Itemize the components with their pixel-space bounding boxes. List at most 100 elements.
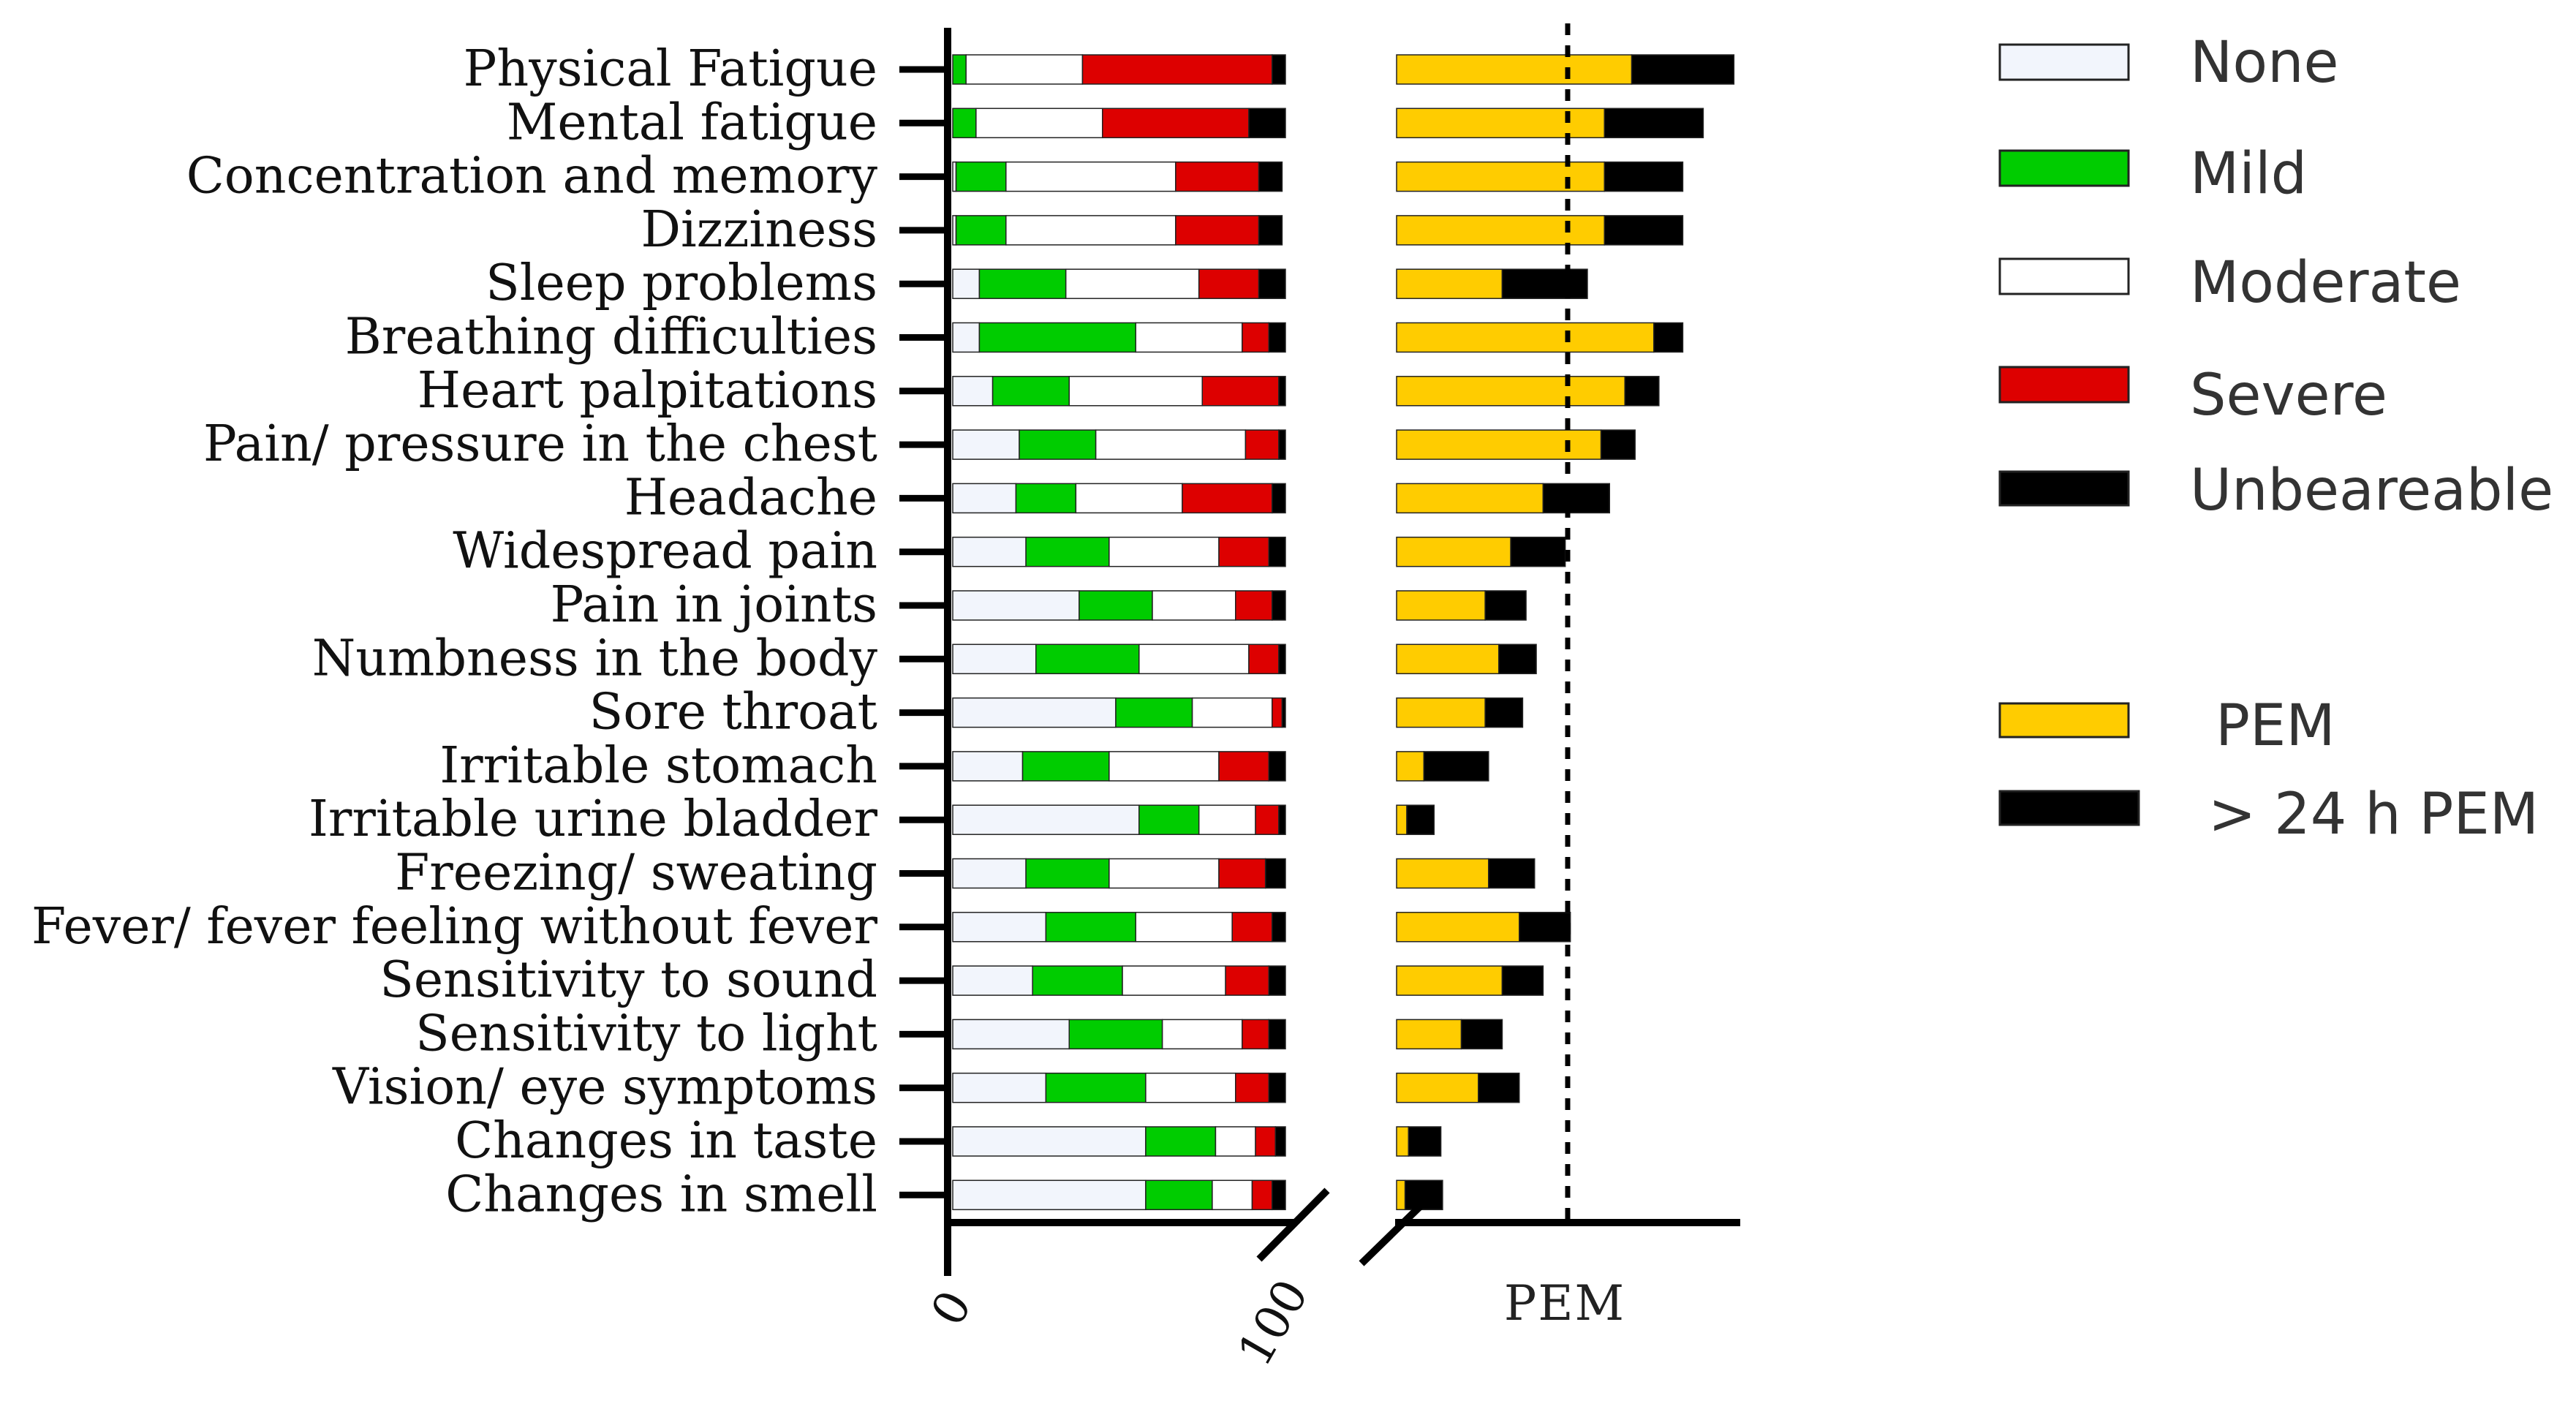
category-label-vision-eye-symptoms: Vision/ eye symptoms — [332, 1059, 877, 1117]
severity-bar-moderate-vision-eye-symptoms — [1145, 1072, 1236, 1103]
severity-bar-unbeareable-irritable-stomach — [1268, 751, 1286, 782]
severity-bar-moderate-concentration-and-memory — [1005, 161, 1176, 192]
category-label-changes-in-smell: Changes in smell — [445, 1166, 877, 1223]
severity-bar-mild-numbness-in-the-body — [1035, 643, 1140, 675]
category-label-fever-fever-feeling-without-fever: Fever/ fever feeling without fever — [31, 898, 877, 956]
category-label-dizziness: Dizziness — [641, 201, 878, 259]
pem-bar-24-h-pem-changes-in-taste — [1408, 1126, 1442, 1157]
pem-bar-pem-heart-palpitations — [1396, 376, 1625, 407]
category-label-widespread-pain: Widespread pain — [453, 523, 877, 581]
severity-bar-none-freezing-sweating — [952, 858, 1027, 889]
severity-bar-unbeareable-pain-pressure-in-the-chest — [1278, 429, 1286, 460]
severity-bar-unbeareable-breathing-difficulties — [1268, 322, 1286, 353]
severity-bar-severe-numbness-in-the-body — [1248, 643, 1280, 675]
legend: None Mild Moderate Severe Unbeareable PEM > 24… — [1998, 30, 2553, 847]
severity-bar-severe-pain-in-joints — [1235, 590, 1273, 621]
legend-swatch-24-h-pem — [1998, 790, 2140, 826]
severity-bar-moderate-heart-palpitations — [1068, 376, 1203, 407]
axis-break-left — [1256, 1187, 1330, 1262]
severity-bar-unbeareable-physical-fatigue — [1272, 54, 1286, 85]
legend-swatch-moderate — [1998, 257, 2130, 295]
category-label-sore-throat: Sore throat — [589, 684, 877, 741]
severity-bar-none-sore-throat — [952, 697, 1117, 728]
pem-bar-pem-sleep-problems — [1396, 268, 1503, 299]
pem-bar-24-h-pem-sleep-problems — [1501, 268, 1588, 299]
severity-bar-moderate-pain-in-joints — [1152, 590, 1236, 621]
severity-bar-severe-irritable-urine-bladder — [1255, 804, 1280, 835]
severity-bar-severe-sleep-problems — [1198, 268, 1260, 299]
severity-bar-unbeareable-vision-eye-symptoms — [1268, 1072, 1286, 1103]
pem-bar-pem-pain-in-joints — [1396, 590, 1486, 621]
severity-bar-mild-vision-eye-symptoms — [1045, 1072, 1147, 1103]
pem-bar-24-h-pem-fever-fever-feeling-without-fever — [1519, 912, 1571, 943]
pem-bar-24-h-pem-freezing-sweating — [1488, 858, 1536, 889]
severity-bar-mild-changes-in-taste — [1145, 1126, 1217, 1157]
severity-bar-mild-headache — [1015, 483, 1077, 514]
pem-bar-pem-dizziness — [1396, 215, 1606, 246]
severity-bar-severe-concentration-and-memory — [1175, 161, 1260, 192]
severity-bar-unbeareable-changes-in-smell — [1272, 1179, 1286, 1211]
severity-bar-severe-mental-fatigue — [1102, 107, 1250, 139]
category-label-freezing-sweating: Freezing/ sweating — [395, 845, 877, 902]
pem-bars — [1396, 54, 1735, 1211]
severity-bar-mild-physical-fatigue — [952, 54, 967, 85]
severity-bar-severe-physical-fatigue — [1081, 54, 1273, 85]
severity-bar-mild-dizziness — [955, 215, 1007, 246]
severity-bar-moderate-changes-in-taste — [1215, 1126, 1256, 1157]
severity-bar-severe-widespread-pain — [1218, 536, 1269, 567]
legend-label-severe: Severe — [2190, 363, 2387, 428]
severity-bar-unbeareable-mental-fatigue — [1248, 107, 1286, 139]
severity-bar-mild-heart-palpitations — [992, 376, 1070, 407]
severity-bar-unbeareable-numbness-in-the-body — [1278, 643, 1286, 675]
legend-label-pem: PEM — [2216, 693, 2335, 759]
severity-bar-moderate-changes-in-smell — [1212, 1179, 1253, 1211]
severity-bar-severe-sensitivity-to-light — [1242, 1019, 1269, 1050]
pem-bar-24-h-pem-concentration-and-memory — [1604, 161, 1684, 192]
severity-bar-none-headache — [952, 483, 1017, 514]
severity-bar-none-sensitivity-to-light — [952, 1019, 1070, 1050]
severity-bar-unbeareable-headache — [1272, 483, 1286, 514]
category-label-heart-palpitations: Heart palpitations — [418, 362, 877, 420]
severity-bar-moderate-widespread-pain — [1108, 536, 1220, 567]
severity-bar-mild-fever-fever-feeling-without-fever — [1045, 912, 1137, 943]
x-tick-label-100: 100 — [1228, 1271, 1319, 1375]
severity-bars — [952, 54, 1286, 1211]
severity-bar-mild-pain-in-joints — [1079, 590, 1153, 621]
category-label-changes-in-taste: Changes in taste — [455, 1112, 877, 1170]
severity-bar-none-pain-pressure-in-the-chest — [952, 429, 1020, 460]
severity-bar-severe-vision-eye-symptoms — [1235, 1072, 1269, 1103]
severity-bar-none-breathing-difficulties — [952, 322, 981, 353]
severity-bar-moderate-headache — [1075, 483, 1183, 514]
legend-swatch-severe — [1998, 366, 2130, 404]
pem-bar-24-h-pem-mental-fatigue — [1604, 107, 1704, 139]
severity-bar-severe-sore-throat — [1272, 697, 1283, 728]
pem-bar-24-h-pem-widespread-pain — [1510, 536, 1566, 567]
severity-bar-mild-concentration-and-memory — [955, 161, 1007, 192]
severity-bar-moderate-freezing-sweating — [1108, 858, 1220, 889]
axis-break-right — [1359, 1204, 1423, 1266]
pem-bar-pem-headache — [1396, 483, 1544, 514]
pem-bar-24-h-pem-irritable-urine-bladder — [1406, 804, 1435, 835]
severity-bar-unbeareable-freezing-sweating — [1264, 858, 1286, 889]
category-label-pain-in-joints: Pain in joints — [551, 576, 877, 634]
severity-bar-unbeareable-widespread-pain — [1268, 536, 1286, 567]
severity-bar-moderate-numbness-in-the-body — [1138, 643, 1250, 675]
severity-bar-none-heart-palpitations — [952, 376, 994, 407]
pem-bar-pem-physical-fatigue — [1396, 54, 1633, 85]
legend-label-unbeareable: Unbeareable — [2190, 458, 2553, 524]
severity-bar-none-changes-in-taste — [952, 1126, 1147, 1157]
pem-bar-pem-changes-in-taste — [1396, 1126, 1410, 1157]
severity-bar-severe-pain-pressure-in-the-chest — [1244, 429, 1280, 460]
pem-bar-24-h-pem-pain-pressure-in-the-chest — [1600, 429, 1636, 460]
pem-bar-24-h-pem-heart-palpitations — [1624, 376, 1660, 407]
severity-bar-mild-breathing-difficulties — [978, 322, 1137, 353]
severity-bar-severe-fever-fever-feeling-without-fever — [1231, 912, 1273, 943]
severity-bar-none-irritable-stomach — [952, 751, 1024, 782]
pem-bar-pem-vision-eye-symptoms — [1396, 1072, 1479, 1103]
severity-bar-severe-dizziness — [1175, 215, 1260, 246]
pem-bar-pem-concentration-and-memory — [1396, 161, 1606, 192]
pem-bar-24-h-pem-physical-fatigue — [1631, 54, 1735, 85]
severity-bar-unbeareable-heart-palpitations — [1278, 376, 1286, 407]
